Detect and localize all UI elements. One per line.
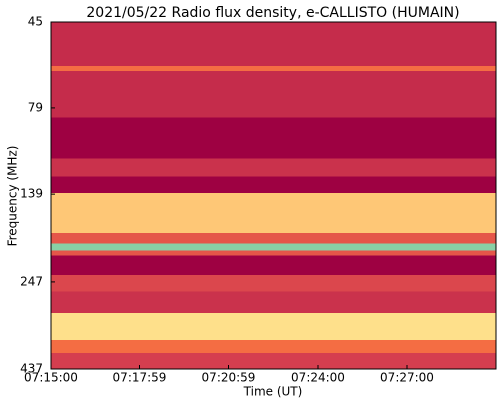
x-tick-label: 07:17:59 xyxy=(113,371,167,385)
x-tick-label: 07:20:59 xyxy=(202,371,256,385)
x-axis-label: Time (UT) xyxy=(243,385,303,399)
plot-frame xyxy=(50,21,497,370)
heatmap-cell xyxy=(51,117,496,159)
y-tick-label: 79 xyxy=(28,100,43,114)
heatmap-cell xyxy=(51,193,496,233)
x-tick-label: 07:15:00 xyxy=(24,371,78,385)
heatmap-cell xyxy=(51,65,496,71)
heatmap-cell xyxy=(51,352,496,369)
heatmap-cell xyxy=(51,339,496,353)
chart-title: 2021/05/22 Radio flux density, e-CALLIST… xyxy=(86,5,459,21)
x-tick-label: 07:27:00 xyxy=(380,371,434,385)
heatmap-cell xyxy=(51,255,496,275)
heatmap-cell xyxy=(51,243,496,251)
heatmap-cell xyxy=(51,250,496,256)
heatmap-cell xyxy=(51,22,496,66)
heatmap-cell xyxy=(51,274,496,292)
heatmap-cell xyxy=(51,313,496,340)
heatmap-cell xyxy=(51,158,496,177)
y-tick-label: 437 xyxy=(20,362,43,376)
heatmap-cell xyxy=(51,70,496,118)
heatmap-cell xyxy=(51,232,496,244)
y-tick-label: 139 xyxy=(20,187,43,201)
y-tick-label: 45 xyxy=(28,15,43,29)
x-tick-label: 07:24:00 xyxy=(291,371,345,385)
y-tick-label: 247 xyxy=(20,274,43,288)
y-axis-label: Frequency (MHz) xyxy=(6,146,20,247)
heatmap-cell xyxy=(51,176,496,194)
heatmap-cell xyxy=(51,291,496,314)
